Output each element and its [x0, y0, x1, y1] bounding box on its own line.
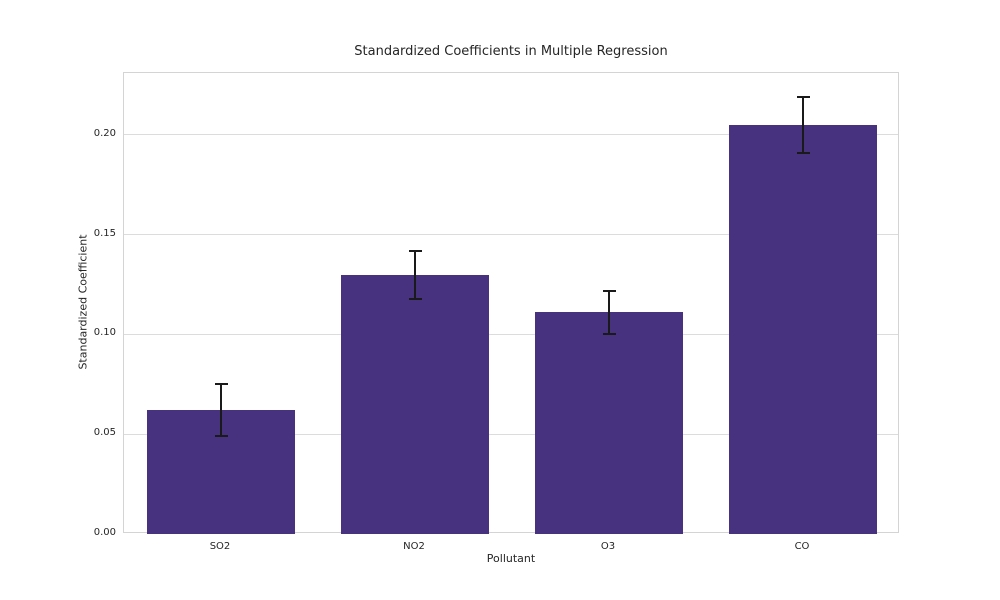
gridline-y-0.05 — [124, 433, 898, 435]
plot-area — [123, 72, 899, 534]
error-bar-CO — [802, 96, 804, 153]
ytick-label: 0.00 — [93, 527, 116, 538]
y-axis-label-text: Standardized Coefficient — [76, 234, 90, 370]
xtick-label-O3: O3 — [600, 541, 616, 552]
bar-NO2 — [340, 274, 490, 534]
error-bar-O3 — [608, 290, 610, 335]
error-cap-top-SO2 — [214, 383, 228, 386]
xtick-label-SO2: SO2 — [209, 541, 231, 552]
error-cap-bottom-CO — [796, 151, 810, 154]
gridline-y-0.15 — [124, 234, 898, 236]
gridline-y-0.10 — [124, 333, 898, 335]
error-cap-top-NO2 — [408, 249, 422, 252]
error-cap-top-O3 — [602, 289, 616, 292]
error-cap-bottom-NO2 — [408, 297, 422, 300]
bar-CO — [728, 124, 878, 534]
gridline-y-0.20 — [124, 134, 898, 136]
chart-title: Standardized Coefficients in Multiple Re… — [354, 44, 668, 59]
ytick-label: 0.10 — [93, 327, 116, 339]
bar-O3 — [534, 312, 684, 534]
xtick-label-CO: CO — [794, 541, 810, 552]
error-cap-bottom-SO2 — [214, 435, 228, 438]
x-axis-label: Pollutant — [486, 552, 536, 565]
error-cap-top-CO — [796, 95, 810, 98]
error-bar-NO2 — [414, 250, 416, 299]
ytick-label: 0.20 — [93, 127, 116, 139]
ytick-label: 0.15 — [93, 227, 116, 239]
ytick-label: 0.05 — [93, 427, 116, 439]
error-bar-SO2 — [220, 384, 222, 437]
error-cap-bottom-O3 — [602, 333, 616, 336]
xtick-label-NO2: NO2 — [403, 541, 425, 552]
